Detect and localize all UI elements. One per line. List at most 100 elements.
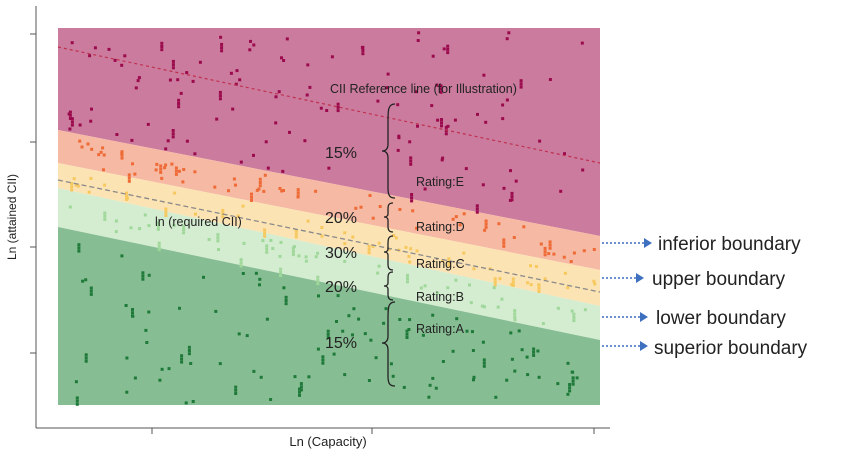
data-point <box>285 37 289 41</box>
data-point <box>562 255 566 259</box>
data-point <box>306 219 310 223</box>
data-point <box>173 191 177 195</box>
pct-a: 15% <box>325 335 357 352</box>
data-point <box>572 251 576 255</box>
data-point <box>234 392 238 395</box>
data-point <box>439 90 443 94</box>
data-point <box>281 169 285 173</box>
data-point <box>548 78 552 81</box>
data-point <box>88 54 92 58</box>
data-point <box>534 265 538 268</box>
data-point <box>258 177 262 181</box>
data-point <box>265 317 269 321</box>
data-point <box>157 248 161 252</box>
data-point <box>314 255 318 259</box>
data-point <box>80 145 84 149</box>
data-point <box>321 361 325 365</box>
data-point <box>409 247 413 251</box>
data-point <box>502 244 506 248</box>
data-point <box>367 379 371 382</box>
data-point <box>387 247 391 251</box>
data-point <box>171 135 175 139</box>
data-point <box>78 123 82 127</box>
data-point <box>519 79 523 83</box>
data-point <box>435 83 439 87</box>
data-point <box>510 357 514 361</box>
data-point <box>472 378 475 382</box>
data-point <box>398 318 402 321</box>
data-point <box>293 375 297 379</box>
data-point <box>525 355 529 359</box>
data-point <box>548 243 552 247</box>
data-point <box>159 170 163 174</box>
data-point <box>440 158 444 162</box>
data-point <box>465 329 469 333</box>
data-point <box>245 334 249 338</box>
data-point <box>68 110 72 114</box>
data-point <box>537 283 541 287</box>
data-point <box>367 251 371 255</box>
data-point <box>125 356 129 360</box>
data-point <box>235 69 239 73</box>
data-point <box>133 172 137 176</box>
data-point <box>447 260 451 264</box>
data-point <box>369 338 373 342</box>
data-point <box>158 378 162 382</box>
data-point <box>131 314 135 318</box>
data-point <box>120 156 124 160</box>
data-point <box>227 189 230 193</box>
data-point <box>500 297 504 301</box>
data-point <box>266 166 270 170</box>
data-point <box>471 330 474 334</box>
data-point <box>431 54 435 58</box>
y-axis-label: Ln (attained CII) <box>5 174 19 260</box>
data-point <box>440 118 443 121</box>
data-point <box>532 347 536 351</box>
data-point <box>446 44 450 48</box>
data-point <box>592 248 596 251</box>
data-point <box>526 281 530 285</box>
data-point <box>125 198 128 201</box>
data-point <box>592 279 596 283</box>
data-point <box>336 102 340 106</box>
plot-area <box>57 28 601 406</box>
data-point <box>444 125 448 129</box>
data-point <box>493 277 497 281</box>
data-point <box>410 199 414 203</box>
required-cii-label: ln (required CII) <box>155 215 242 229</box>
data-point <box>107 47 111 51</box>
data-point <box>269 239 273 242</box>
data-point <box>164 207 168 211</box>
data-point <box>475 204 479 208</box>
data-point <box>125 194 128 198</box>
data-point <box>317 294 320 298</box>
lower-boundary-arrowhead <box>640 312 648 322</box>
data-point <box>446 47 450 51</box>
data-point <box>547 252 551 256</box>
data-point <box>568 386 572 390</box>
data-point <box>552 252 556 256</box>
data-point <box>187 345 191 349</box>
brace-a <box>381 301 396 387</box>
data-point <box>120 153 124 157</box>
data-point <box>279 267 283 271</box>
axes: Ln (Capacity) Ln (attained CII) <box>5 6 610 449</box>
upper-boundary-label: upper boundary <box>652 269 786 290</box>
data-point <box>131 308 134 311</box>
data-point <box>103 214 107 218</box>
data-point <box>242 241 246 245</box>
data-point <box>239 261 243 265</box>
data-point <box>543 246 547 250</box>
data-point <box>127 179 131 183</box>
rating-b-band <box>58 188 600 340</box>
data-point <box>351 235 355 239</box>
data-point <box>125 191 128 195</box>
data-point <box>559 189 563 193</box>
data-point <box>76 184 80 188</box>
data-point <box>464 167 468 171</box>
data-point <box>291 249 295 253</box>
data-point <box>510 191 514 195</box>
reference-line-label: CII Reference line (for Illustration) <box>330 82 517 96</box>
data-point <box>511 277 515 281</box>
brace-c <box>383 235 394 271</box>
